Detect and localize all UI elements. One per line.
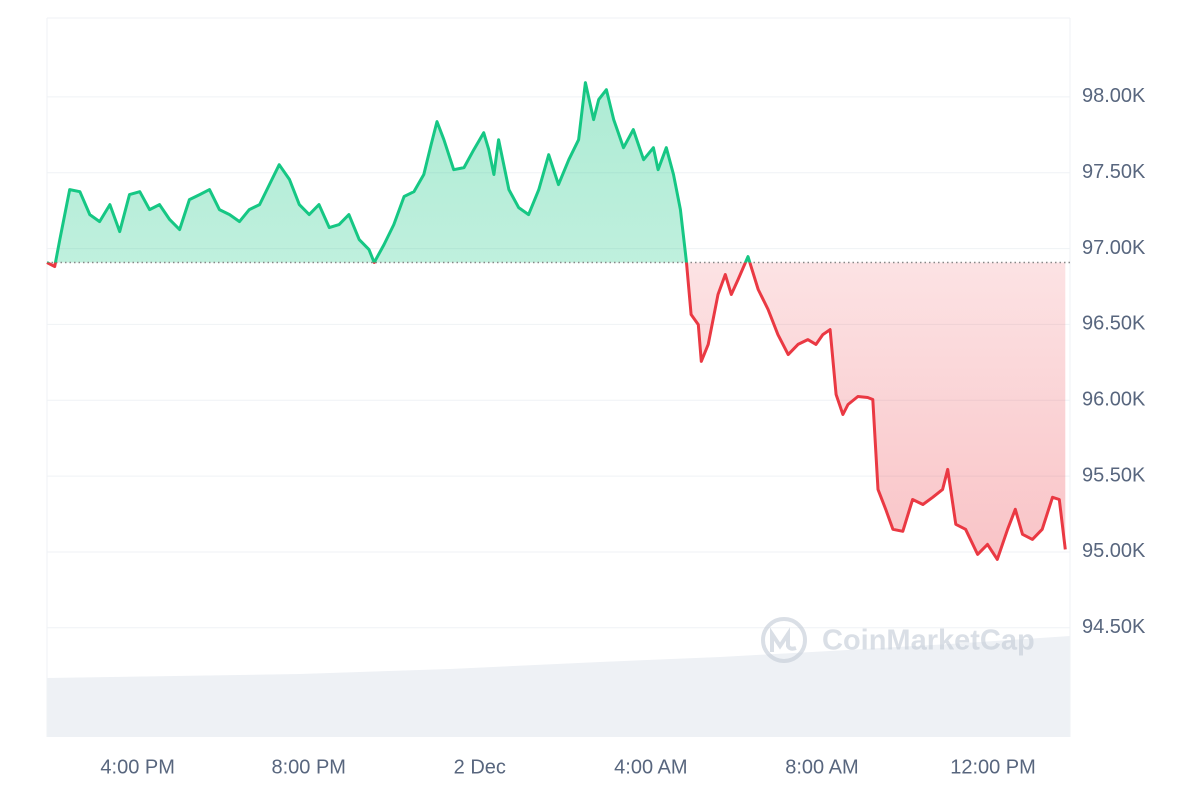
area-up [47,82,750,263]
price-line-down [46,262,1067,561]
y-tick-label: 97.50K [1082,161,1146,183]
price-line-up [46,81,752,263]
x-tick-label: 12:00 PM [950,756,1036,778]
y-tick-label: 94.50K [1082,616,1146,638]
x-tick-label: 2 Dec [454,756,506,778]
y-tick-label: 96.00K [1082,389,1146,411]
y-tick-label: 95.00K [1082,540,1146,562]
watermark: CoinMarketCap [761,617,1035,663]
volume-area [47,636,1070,737]
watermark-text: CoinMarketCap [822,625,1035,657]
x-tick-label: 4:00 PM [100,756,174,778]
y-tick-label: 97.00K [1082,237,1146,259]
y-tick-label: 95.50K [1082,464,1146,486]
x-tick-label: 8:00 PM [271,756,345,778]
x-tick-label: 8:00 AM [785,756,858,778]
y-tick-label: 98.00K [1082,85,1146,107]
area-down [47,262,1066,560]
x-tick-label: 4:00 AM [614,756,687,778]
y-tick-label: 96.50K [1082,313,1146,335]
